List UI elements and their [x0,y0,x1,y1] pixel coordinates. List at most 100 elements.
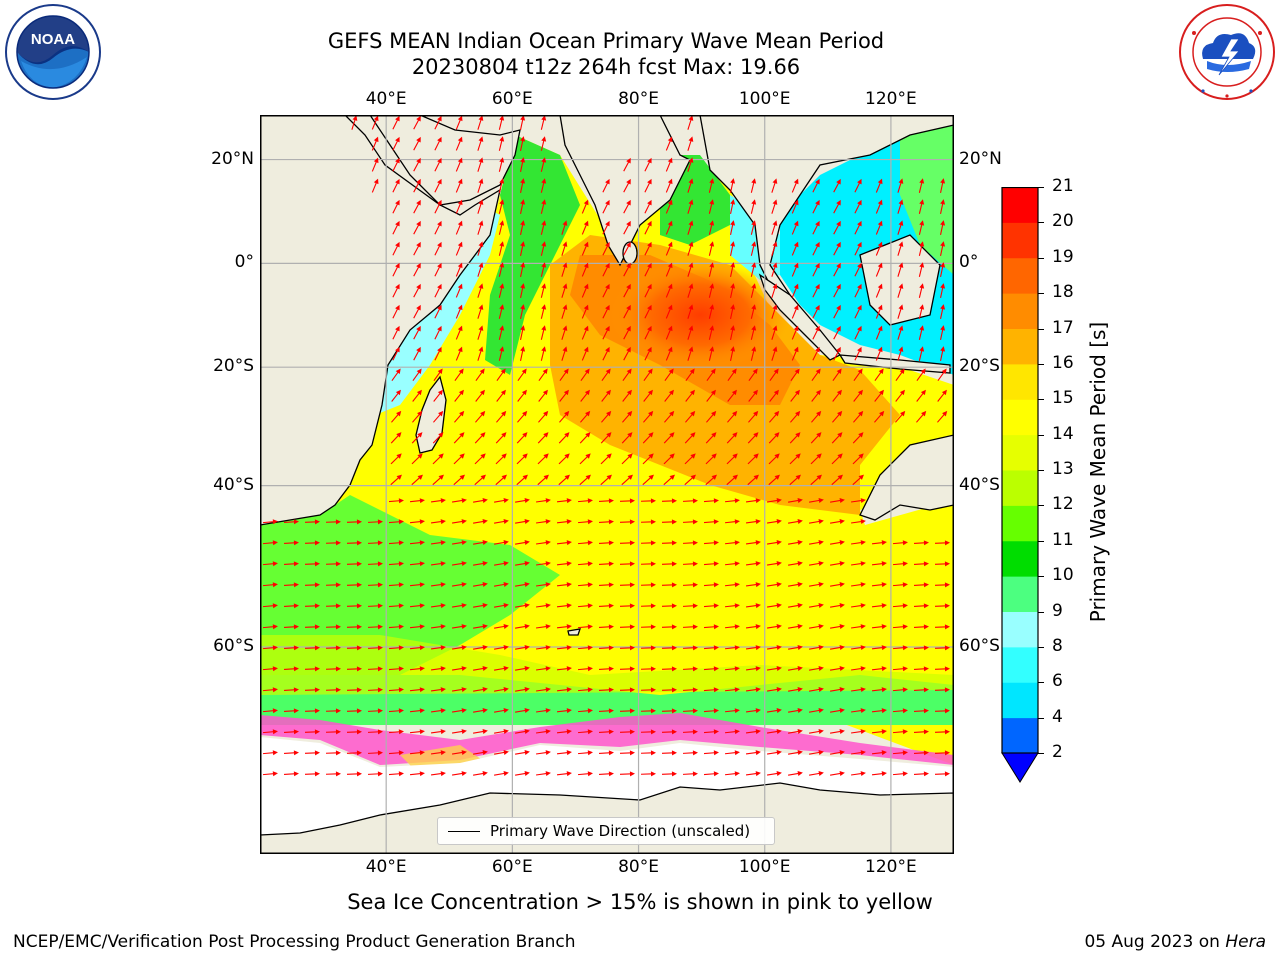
wave-direction-arrow [875,220,883,235]
wave-direction-arrow [664,389,674,402]
wave-direction-arrow [498,283,505,298]
wave-direction-arrow [745,540,761,546]
wave-direction-arrow [409,687,425,693]
wave-direction-arrow [644,178,652,193]
wave-direction-arrow [413,241,421,256]
wave-direction-arrow [598,561,614,567]
wave-direction-arrow [515,603,530,608]
wave-direction-arrow [644,283,652,298]
wave-direction-arrow [498,304,505,319]
wave-direction-arrow [708,178,715,193]
wave-direction-arrow [409,561,425,567]
wave-direction-arrow [623,157,631,172]
wave-direction-arrow [413,262,421,277]
wave-direction-arrow [473,540,488,545]
wave-direction-arrow [832,368,842,382]
wave-direction-arrow [579,453,591,465]
colorbar-tick-mark [1038,576,1044,578]
wave-direction-arrow [409,645,425,651]
colorbar-tick-label: 11 [1052,529,1074,550]
wave-direction-arrow [791,325,799,340]
lat-tick-label-right: 20°S [959,356,1000,377]
wave-direction-arrow [430,519,446,525]
wave-direction-arrow [520,199,526,214]
wave-direction-arrow [477,325,484,340]
wave-direction-arrow [455,178,463,193]
wave-direction-arrow [451,687,467,693]
wave-direction-arrow [540,241,547,256]
wave-direction-arrow [940,262,946,277]
wave-direction-arrow [703,624,719,630]
wave-direction-arrow [661,771,677,777]
wave-direction-arrow [430,582,446,588]
wave-direction-arrow [515,561,530,566]
wave-direction-arrow [540,346,547,361]
wave-direction-arrow [434,136,442,151]
wave-direction-arrow [367,771,383,777]
wave-direction-arrow [767,771,782,776]
wave-direction-arrow [745,771,761,777]
wave-direction-arrow [473,666,488,671]
lon-tick-label-top: 100°E [738,89,791,109]
wave-direction-arrow [682,624,698,630]
wave-direction-arrow [767,603,782,608]
wave-direction-arrow [559,410,570,423]
wave-direction-arrow [812,262,820,277]
wave-direction-arrow [934,687,950,693]
wave-direction-arrow [475,410,486,423]
wave-direction-arrow [623,262,631,277]
wave-direction-arrow [640,624,656,630]
wave-direction-arrow [473,771,488,776]
footer-date: 05 Aug 2023 on Hera [1084,932,1266,952]
kerguelen [567,628,581,636]
wave-direction-arrow [918,220,925,235]
wave-direction-arrow [367,708,383,714]
wave-direction-arrow [875,325,883,340]
wave-direction-arrow [682,498,698,504]
wave-direction-arrow [619,687,635,693]
wave-direction-arrow [913,729,929,735]
wave-direction-arrow [581,325,589,340]
wave-direction-arrow [934,666,950,672]
colorbar-segment [1002,257,1038,294]
wave-direction-arrow [559,389,569,402]
wave-direction-arrow [558,432,570,444]
wave-direction-arrow [788,750,803,755]
wave-direction-arrow [495,474,507,486]
colorbar-tick-label: 8 [1052,635,1063,656]
wave-direction-arrow [619,540,635,546]
wave-direction-arrow [283,687,299,693]
wave-direction-arrow [682,729,698,735]
wave-direction-arrow [494,582,509,587]
wave-direction-arrow [892,624,908,630]
wave-direction-arrow [640,708,656,714]
wave-direction-arrow [283,582,299,588]
colorbar-tick-mark [1038,717,1044,719]
colorbar-tick-mark [1038,611,1044,613]
wave-direction-arrow [540,199,547,214]
wave-direction-arrow [412,410,423,423]
wave-direction-arrow [346,750,362,756]
wave-direction-arrow [537,474,549,486]
wave-direction-arrow [703,561,719,567]
wave-direction-arrow [392,136,400,151]
wave-direction-arrow [598,603,614,609]
wave-direction-arrow [367,603,383,609]
wave-direction-arrow [788,582,803,587]
wave-direction-arrow [325,708,341,714]
wave-direction-arrow [895,389,905,402]
wave-direction-arrow [602,283,610,298]
wave-direction-arrow [809,561,824,566]
colorbar-tick-mark [1038,328,1044,330]
wave-direction-arrow [477,136,484,151]
wave-direction-arrow [430,645,446,651]
wave-direction-arrow [703,582,719,588]
lat-tick-label-left: 60°S [213,635,254,656]
wave-direction-arrow [791,283,799,298]
wave-direction-arrow [685,368,695,382]
wave-direction-arrow [830,708,845,713]
wave-direction-arrow [598,687,614,693]
wave-direction-arrow [854,220,862,235]
wave-direction-arrow [640,603,656,609]
wave-direction-arrow [413,199,421,214]
